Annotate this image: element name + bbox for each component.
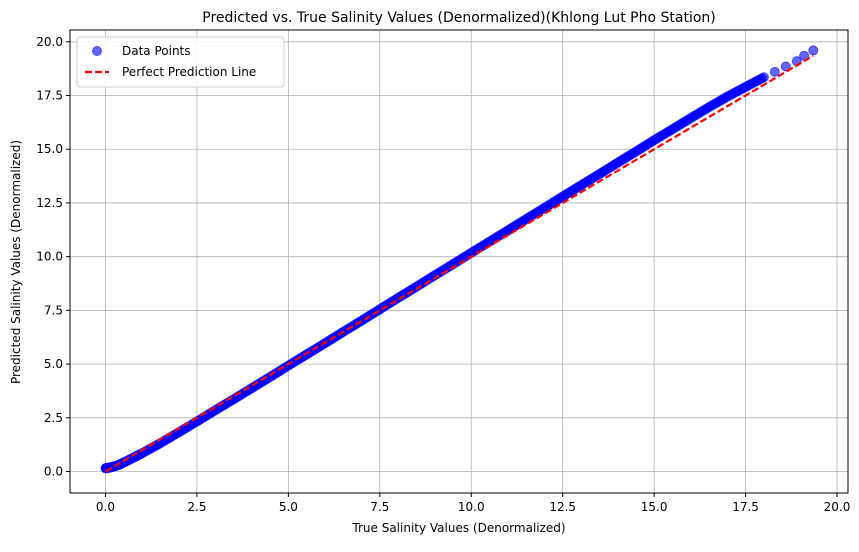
data-point [758, 72, 769, 83]
x-tick-label: 7.5 [370, 500, 389, 514]
y-tick-label: 15.0 [36, 142, 63, 156]
plot-frame [69, 29, 849, 494]
x-tick-label: 20.0 [824, 500, 851, 514]
chart-title: Predicted vs. True Salinity Values (Deno… [202, 10, 715, 26]
data-point [808, 45, 819, 56]
y-tick-label: 0.0 [44, 465, 63, 479]
legend-box [76, 36, 285, 88]
y-tick-label: 20.0 [36, 35, 63, 49]
data-point [780, 61, 791, 72]
tick-layer: 0.0 2.5 5.0 7.5 10.0 12.5 15.0 17.5 20.0 0.0 2.5 5.… [36, 35, 850, 514]
y-tick-label: 17.5 [36, 89, 63, 103]
x-tick-label: 0.0 [96, 500, 115, 514]
legend-label-data-points: Data Points [122, 44, 191, 58]
x-tick-label: 10.0 [458, 500, 485, 514]
legend: Data Points Perfect Prediction Line [76, 36, 285, 88]
y-tick-label: 7.5 [44, 303, 63, 317]
x-axis-label: True Salinity Values (Denormalized) [351, 521, 565, 535]
y-axis-label: Predicted Salinity Values (Denormalized) [9, 140, 23, 384]
y-tick-label: 2.5 [44, 411, 63, 425]
legend-label-perfect-line: Perfect Prediction Line [122, 65, 256, 79]
y-tick-label: 10.0 [36, 250, 63, 264]
perfect-prediction-line [104, 54, 814, 473]
y-tick-label: 12.5 [36, 196, 63, 210]
legend-marker-data-points [92, 46, 102, 56]
x-tick-label: 15.0 [641, 500, 668, 514]
x-tick-label: 5.0 [279, 500, 298, 514]
x-tick-label: 12.5 [549, 500, 576, 514]
data-point [769, 66, 780, 77]
x-tick-label: 2.5 [187, 500, 206, 514]
x-tick-label: 17.5 [732, 500, 759, 514]
y-tick-label: 5.0 [44, 357, 63, 371]
data-layer [100, 45, 819, 474]
